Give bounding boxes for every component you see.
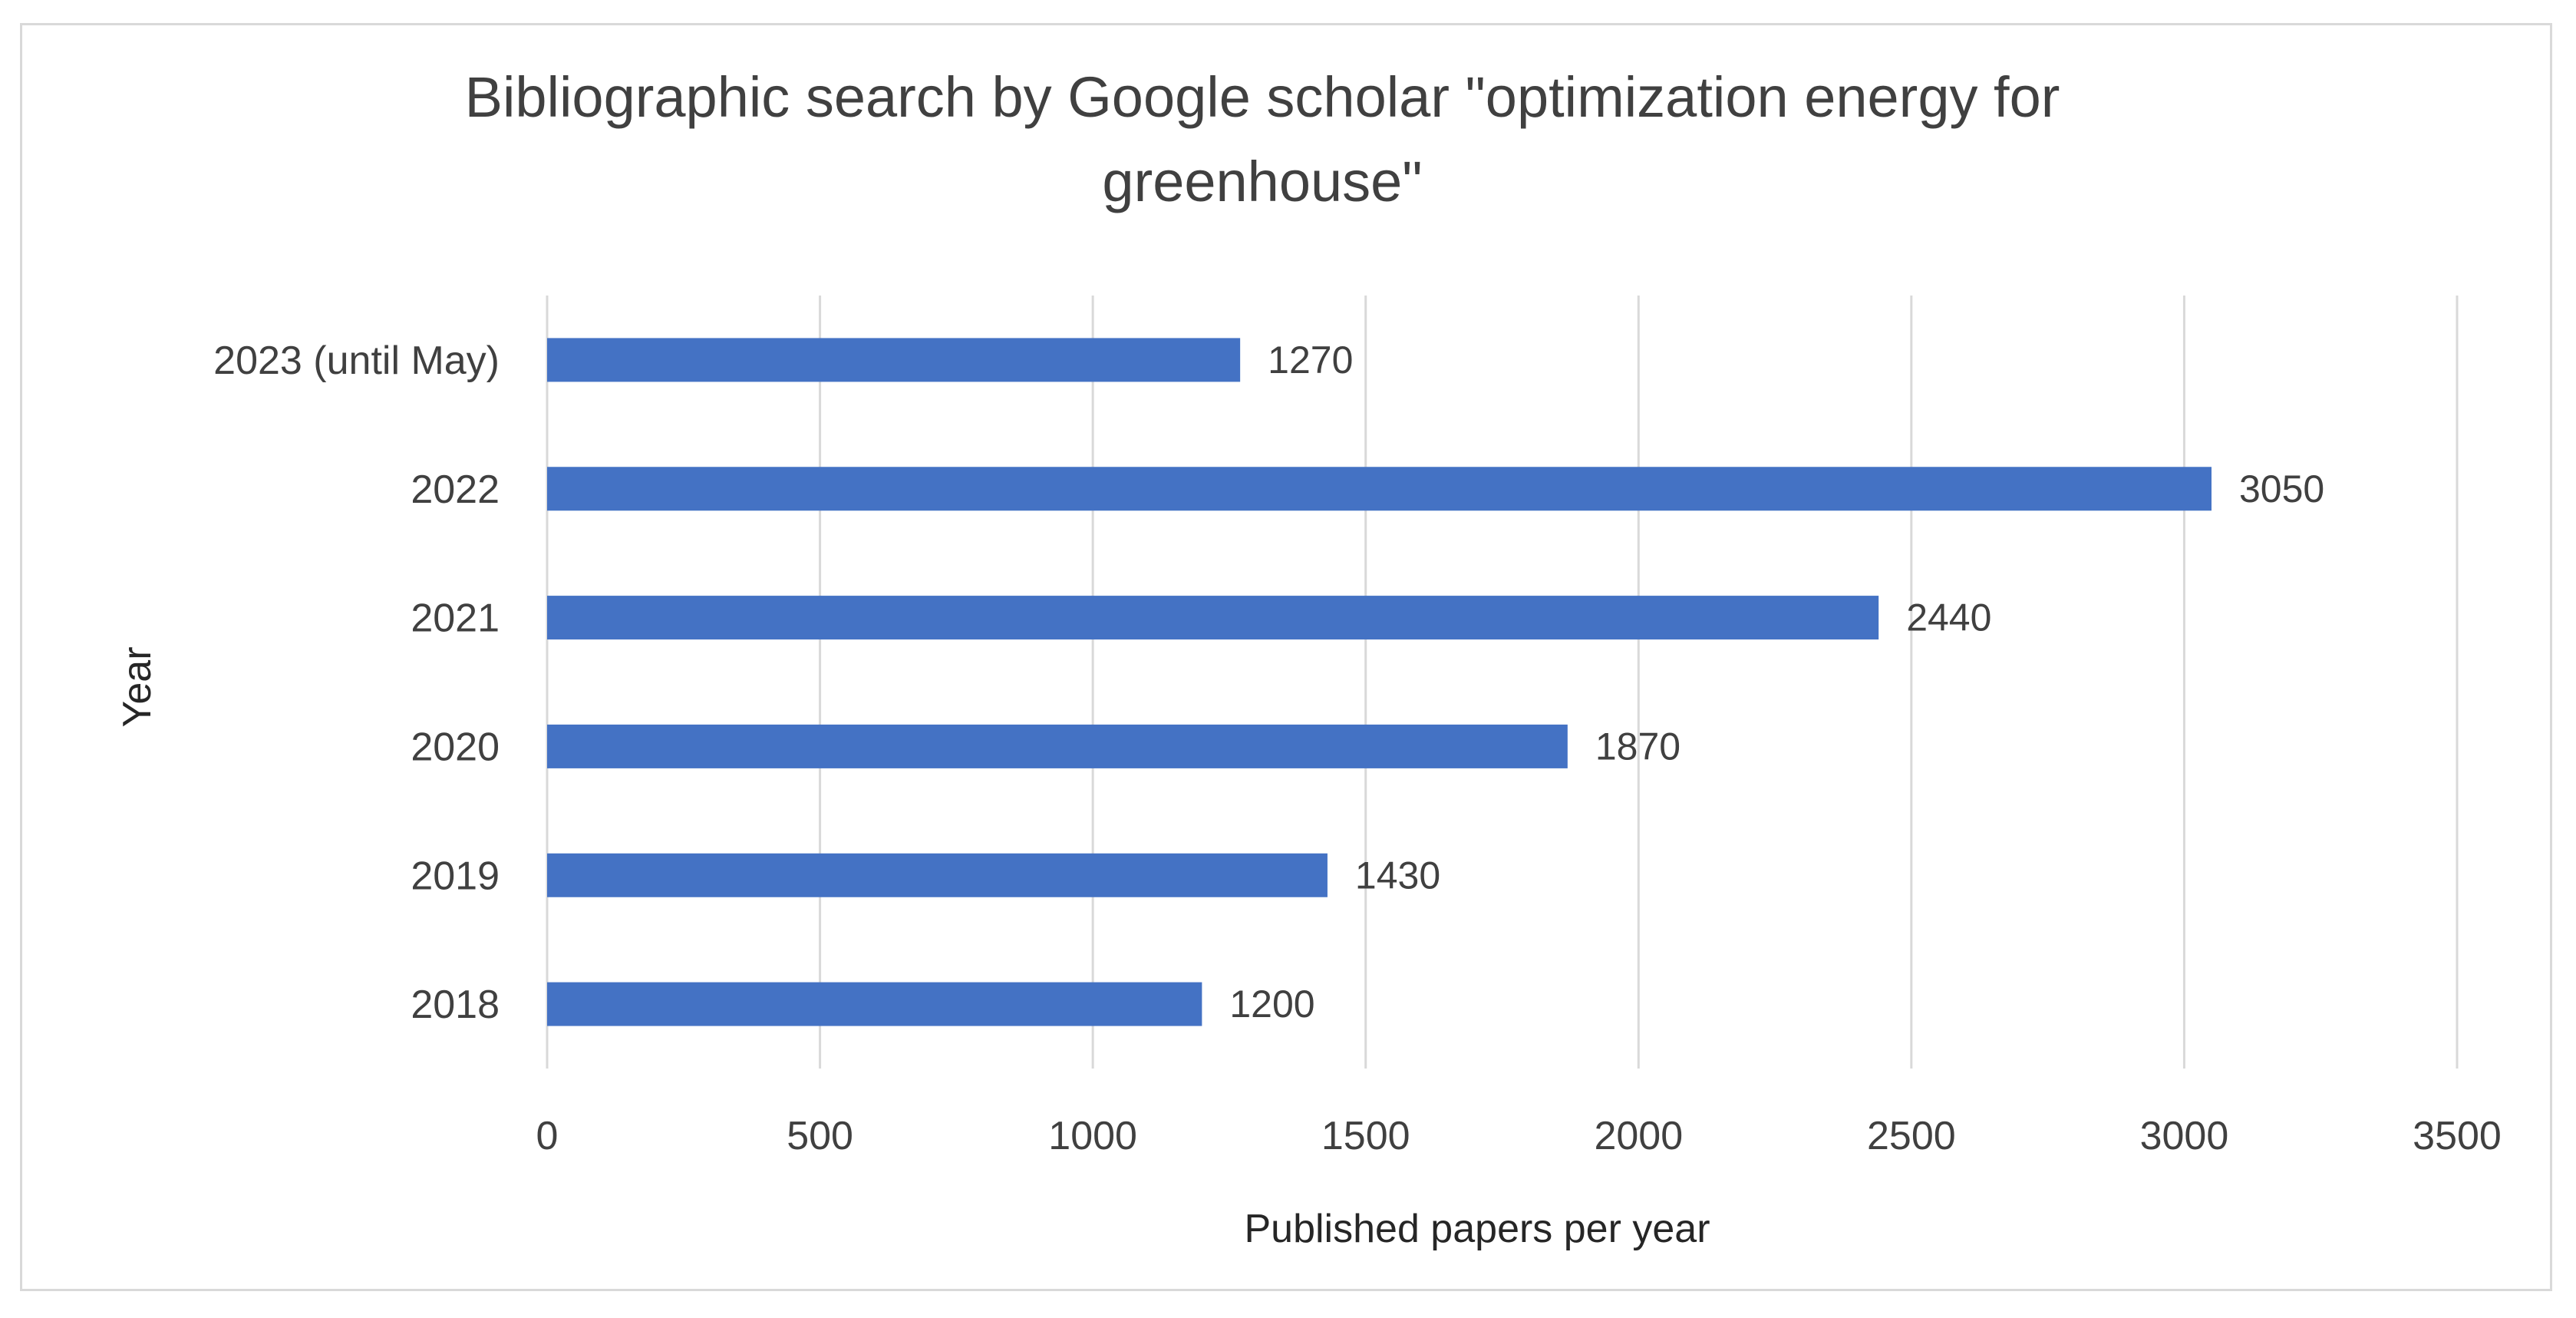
data-label: 1270 bbox=[1268, 339, 1353, 382]
bar-2022 bbox=[547, 467, 2212, 511]
bar-2023 bbox=[547, 338, 1241, 382]
chart-title-line-1: Bibliographic search by Google scholar "… bbox=[465, 65, 2060, 129]
data-labels: 1200 1430 1870 2440 3050 1270 bbox=[1229, 339, 2324, 1026]
y-axis-title: Year bbox=[115, 646, 160, 727]
data-label: 2440 bbox=[1906, 596, 1991, 639]
y-tick-label: 2023 (until May) bbox=[213, 339, 500, 383]
bar-2021 bbox=[547, 596, 1879, 640]
x-tick-label: 3000 bbox=[2140, 1114, 2229, 1158]
x-axis-title: Published papers per year bbox=[1244, 1207, 1710, 1251]
x-tick-label: 1000 bbox=[1048, 1114, 1137, 1158]
x-tick-label: 1500 bbox=[1321, 1114, 1410, 1158]
chart-title-line-2: greenhouse" bbox=[1102, 150, 1422, 213]
y-tick-label: 2018 bbox=[411, 983, 500, 1027]
chart-title: Bibliographic search by Google scholar "… bbox=[465, 65, 2060, 213]
x-tick-label: 3500 bbox=[2413, 1114, 2502, 1158]
bar-2019 bbox=[547, 853, 1328, 897]
gridlines bbox=[546, 296, 2459, 1069]
bar-2018 bbox=[547, 982, 1202, 1026]
y-tick-label: 2021 bbox=[411, 596, 500, 641]
bars bbox=[547, 338, 2212, 1026]
y-tick-label: 2022 bbox=[411, 467, 500, 512]
x-axis-tick-labels: 0 500 1000 1500 2000 2500 3000 3500 bbox=[536, 1114, 2502, 1158]
y-axis-tick-labels: 2018 2019 2020 2021 2022 2023 (until May) bbox=[213, 339, 500, 1027]
data-label: 3050 bbox=[2239, 467, 2324, 510]
x-tick-label: 2500 bbox=[1867, 1114, 1956, 1158]
y-tick-label: 2020 bbox=[411, 725, 500, 769]
x-tick-label: 2000 bbox=[1594, 1114, 1683, 1158]
data-label: 1200 bbox=[1229, 983, 1314, 1026]
x-tick-label: 500 bbox=[787, 1114, 853, 1158]
x-tick-label: 0 bbox=[536, 1114, 559, 1158]
data-label: 1430 bbox=[1355, 854, 1440, 897]
y-tick-label: 2019 bbox=[411, 854, 500, 898]
chart-frame bbox=[20, 23, 2552, 1291]
bar-2020 bbox=[547, 724, 1568, 768]
data-label: 1870 bbox=[1595, 725, 1681, 768]
